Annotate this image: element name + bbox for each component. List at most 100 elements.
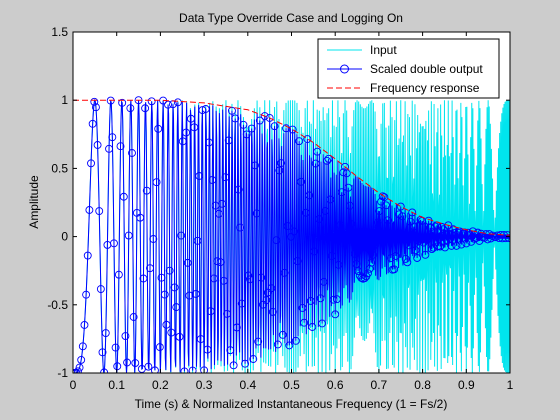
legend-output-marker bbox=[340, 64, 349, 74]
output-marker bbox=[136, 213, 145, 222]
output-marker bbox=[301, 208, 310, 217]
output-marker bbox=[291, 336, 300, 345]
output-marker bbox=[113, 362, 122, 371]
series-frequency-response-line bbox=[73, 99, 511, 236]
output-marker bbox=[408, 208, 417, 217]
output-marker bbox=[114, 270, 123, 279]
output-marker bbox=[249, 355, 258, 363]
y-tick-label: -1 bbox=[57, 366, 68, 380]
output-marker bbox=[327, 251, 336, 260]
output-marker bbox=[370, 241, 379, 250]
output-marker bbox=[411, 246, 420, 255]
x-tick-label: 0.1 bbox=[108, 378, 125, 392]
output-marker bbox=[306, 297, 315, 305]
output-marker bbox=[349, 236, 358, 245]
output-marker bbox=[183, 258, 192, 267]
output-marker bbox=[187, 114, 195, 123]
output-marker bbox=[175, 332, 184, 341]
series-layer bbox=[73, 96, 511, 373]
output-marker bbox=[206, 307, 215, 316]
output-marker bbox=[314, 215, 323, 223]
output-marker bbox=[177, 231, 186, 240]
output-marker bbox=[393, 230, 402, 239]
output-marker bbox=[367, 258, 376, 267]
output-marker bbox=[242, 130, 251, 139]
output-marker bbox=[298, 304, 307, 312]
output-marker bbox=[216, 258, 225, 267]
output-marker bbox=[129, 313, 138, 321]
output-marker bbox=[385, 235, 394, 244]
output-marker bbox=[260, 112, 269, 121]
output-marker bbox=[373, 218, 382, 227]
output-marker bbox=[100, 368, 109, 373]
output-marker bbox=[203, 345, 212, 354]
legend-response-label: Frequency response bbox=[370, 81, 480, 95]
output-marker bbox=[218, 199, 227, 208]
x-tick-label: 0.5 bbox=[283, 378, 300, 392]
output-marker bbox=[142, 186, 151, 195]
output-marker bbox=[82, 290, 91, 299]
output-marker bbox=[90, 97, 99, 106]
output-marker bbox=[95, 207, 104, 215]
legend-output-label: Scaled double output bbox=[370, 62, 483, 76]
output-marker bbox=[128, 149, 136, 157]
y-tick-label: 1.5 bbox=[51, 25, 68, 39]
output-marker bbox=[121, 332, 130, 340]
output-marker bbox=[372, 230, 381, 239]
output-marker bbox=[329, 295, 338, 304]
output-marker bbox=[382, 201, 390, 210]
x-tick-label: 0.9 bbox=[458, 378, 475, 392]
output-marker bbox=[73, 367, 82, 373]
output-marker bbox=[313, 147, 322, 156]
output-marker bbox=[139, 274, 148, 283]
output-marker bbox=[85, 206, 94, 214]
output-marker bbox=[178, 137, 187, 146]
output-marker bbox=[332, 295, 341, 304]
output-marker bbox=[295, 137, 304, 146]
output-marker bbox=[152, 178, 161, 187]
output-marker bbox=[105, 144, 114, 153]
output-marker bbox=[450, 228, 459, 237]
output-marker bbox=[108, 133, 117, 142]
x-tick-label: 0.3 bbox=[196, 378, 213, 392]
output-marker bbox=[442, 235, 451, 244]
y-tick-label: -0.5 bbox=[47, 298, 68, 312]
output-marker bbox=[219, 276, 228, 285]
output-marker bbox=[265, 113, 274, 122]
output-marker bbox=[383, 216, 392, 225]
x-axis-label: Time (s) & Normalized Instantaneous Freq… bbox=[135, 397, 448, 411]
output-marker bbox=[77, 355, 86, 364]
output-marker bbox=[344, 183, 353, 192]
legend: Input Scaled double output Frequency res… bbox=[317, 38, 500, 99]
output-marker bbox=[300, 318, 309, 327]
output-marker bbox=[209, 274, 218, 283]
output-marker bbox=[398, 212, 407, 221]
output-marker bbox=[247, 124, 256, 133]
output-marker bbox=[463, 228, 472, 237]
y-axis-label: Amplitude bbox=[27, 175, 41, 229]
output-marker bbox=[228, 106, 236, 115]
x-tick-label: 0.7 bbox=[371, 378, 388, 392]
output-marker bbox=[319, 277, 328, 286]
output-marker bbox=[457, 240, 466, 249]
output-marker bbox=[483, 235, 492, 244]
output-marker bbox=[396, 202, 405, 211]
output-marker bbox=[190, 123, 199, 132]
output-marker bbox=[414, 237, 423, 246]
output-marker bbox=[439, 225, 448, 234]
output-marker bbox=[262, 296, 271, 304]
chart-title: Data Type Override Case and Logging On bbox=[179, 11, 403, 25]
output-marker bbox=[318, 319, 327, 328]
output-marker bbox=[403, 258, 412, 267]
output-marker bbox=[78, 342, 87, 351]
output-marker bbox=[354, 267, 363, 275]
output-marker bbox=[277, 159, 286, 168]
output-marker bbox=[303, 135, 312, 144]
output-marker bbox=[250, 161, 259, 170]
output-marker bbox=[75, 363, 84, 372]
output-marker bbox=[378, 192, 387, 201]
output-marker bbox=[241, 359, 250, 368]
output-marker bbox=[110, 239, 118, 248]
output-marker bbox=[350, 249, 359, 258]
x-tick-label: 0.8 bbox=[414, 378, 431, 392]
